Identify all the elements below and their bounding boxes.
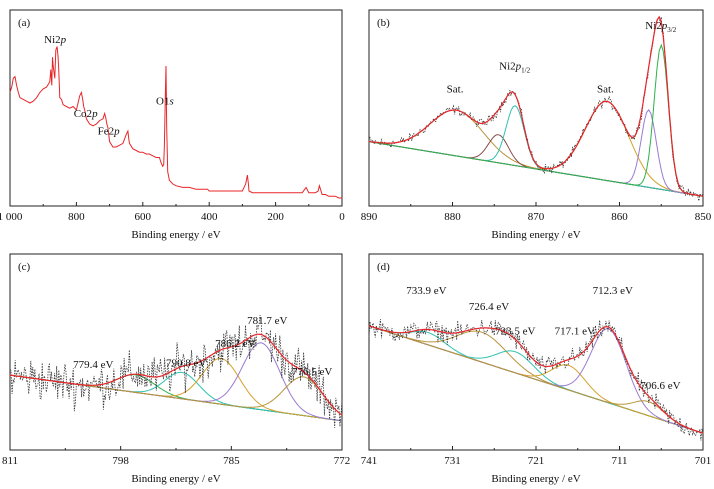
panel-a: 1 000 800 600 400 200 0 Binding energy / eV (a)… [0,9,345,241]
survey-spectrum-line [9,46,342,199]
x-tick-label-a-3: 400 [201,211,218,223]
x-tick-label-b-0: 890 [361,211,378,223]
x-tick-label-b-2: 870 [528,211,545,223]
component-peak-b-5 [368,43,704,197]
panel-b: 890 880 870 860 850 Binding energy / eV (b) Sat… [361,9,712,241]
x-axis-label-b: Binding energy / eV [491,229,580,241]
panel-label-c: (c) [18,261,31,273]
x-tick-label-c-0: 811 [2,455,18,467]
annotation-a-3: O1s [156,96,174,108]
x-tick-label-a-1: 800 [68,211,85,223]
annotation-d-1: 726.4 eV [469,301,509,313]
raw-data-d [368,319,704,441]
annotation-a-2: Fe2p [98,126,121,138]
x-tick-label-a-4: 200 [267,211,284,223]
panel-label-b: (b) [377,17,390,29]
x-tick-label-d-4: 701 [695,455,712,467]
x-tick-label-d-1: 731 [444,455,461,467]
annotation-a-1: Co2p [74,108,98,120]
x-tick-label-a-5: 0 [339,211,345,223]
component-peak-d-5 [368,325,704,434]
x-tick-label-b-3: 860 [611,211,628,223]
annotation-b-0: Sat. [447,83,464,95]
x-axis-label-d: Binding energy / eV [491,473,580,485]
x-axis-label-a: Binding energy / eV [131,229,220,241]
annotation-b-1: Ni2p1/2 [499,61,530,75]
annotation-d-4: 712.3 eV [593,285,633,297]
annotation-d-5: 706.6 eV [640,380,680,392]
x-tick-label-a-0: 1 000 [0,211,23,223]
annotation-c-1: 790.8 eV [166,357,206,369]
annotation-c-4: 776.5 eV [292,366,332,378]
annotation-c-2: 786.2 eV [215,338,255,350]
annotation-c-0: 779.4 eV [73,359,113,371]
panel-label-d: (d) [377,261,390,273]
x-tick-label-d-3: 711 [611,455,627,467]
annotation-c-3: 781.7 eV [247,315,287,327]
panel-c: 811 798 785 772 Binding energy / eV (c) 779.4 … [2,253,351,485]
raw-data-c [9,315,343,428]
panel-label-a: (a) [18,17,31,29]
x-tick-label-c-3: 772 [334,455,351,467]
plot-frame-d [368,253,704,451]
component-peak-b-4 [368,109,704,197]
annotation-d-3: 717.1 eV [555,326,595,338]
x-tick-label-c-1: 798 [112,455,129,467]
raw-data-b [368,16,704,201]
component-peak-b-1 [368,134,704,197]
x-tick-label-b-1: 880 [444,211,461,223]
x-tick-label-c-2: 785 [223,455,240,467]
annotation-d-2: 723.5 eV [495,326,535,338]
plot-frame-c [9,253,343,451]
envelope-fit-b [368,15,704,197]
x-axis-label-c: Binding energy / eV [131,473,220,485]
x-tick-label-a-2: 600 [135,211,152,223]
envelope-fit-c [9,333,343,416]
annotation-b-3: Ni2p3/2 [645,20,676,34]
x-tick-label-d-2: 721 [528,455,545,467]
envelope-fit-d [368,325,704,434]
annotation-a-0: Ni2p [44,34,67,46]
x-tick-label-b-4: 850 [695,211,712,223]
annotation-d-0: 733.9 eV [406,285,446,297]
panel-d: 741 731 721 711 701 Binding energy / eV (d) 733… [361,253,712,485]
annotation-b-2: Sat. [597,83,614,95]
x-tick-label-d-0: 741 [361,455,378,467]
